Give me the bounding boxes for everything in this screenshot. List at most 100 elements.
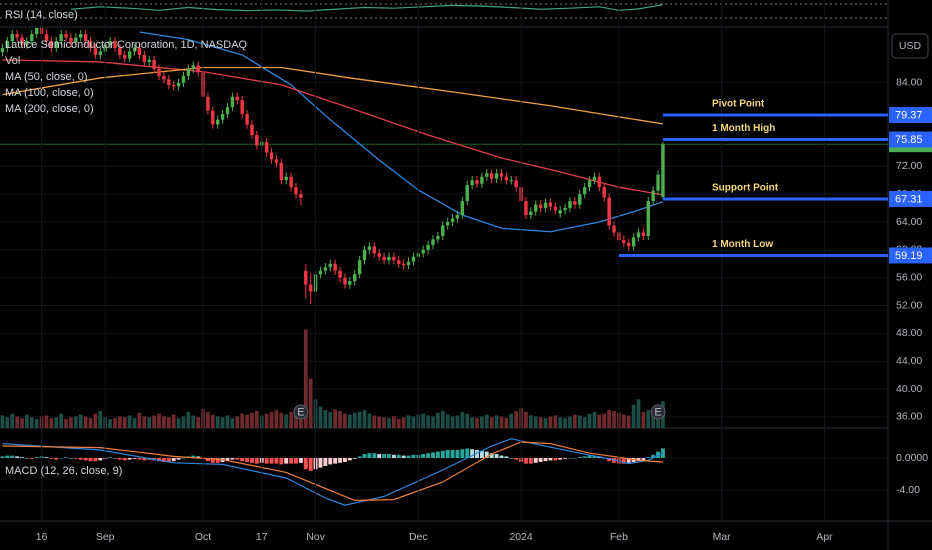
volume-bar	[372, 415, 377, 428]
volume-bar	[499, 416, 504, 428]
volume-bar	[543, 418, 548, 428]
level-label: Support Point	[712, 183, 779, 194]
volume-bar	[401, 417, 406, 428]
volume-bar	[352, 412, 357, 428]
volume-bar	[166, 417, 171, 428]
volume-bar	[450, 416, 455, 428]
candle-body	[602, 187, 606, 198]
volume-bar	[646, 410, 651, 428]
macd-histogram-bar	[646, 457, 651, 458]
volume-bar	[122, 417, 127, 428]
volume-legend: Vol	[5, 55, 20, 67]
candle-body	[343, 277, 347, 285]
macd-histogram-bar	[157, 458, 161, 462]
macd-histogram-bar	[289, 458, 294, 464]
macd-histogram-bar	[93, 458, 98, 462]
candle-body	[274, 159, 279, 163]
candle-body	[34, 28, 39, 35]
volume-bar	[426, 415, 430, 428]
candle-body	[426, 244, 430, 250]
x-tick-label: Sep	[96, 531, 115, 543]
macd-histogram-bar	[484, 451, 489, 458]
macd-histogram-bar	[421, 454, 426, 458]
candle-body	[382, 256, 386, 261]
earnings-label: E	[654, 406, 661, 418]
price-tag-label: 67.31	[895, 193, 923, 205]
volume-bar	[636, 399, 641, 428]
candle-body	[88, 41, 93, 49]
candle-body	[15, 34, 19, 38]
candle-body	[196, 65, 200, 73]
candle-body	[441, 225, 445, 236]
volume-bar	[73, 416, 78, 428]
candle-body	[387, 256, 391, 261]
candle-body	[421, 249, 425, 254]
x-tick-label: 2024	[509, 531, 533, 543]
level-label: 1 Month High	[712, 123, 775, 134]
currency-button[interactable]	[891, 33, 929, 59]
macd-histogram-bar	[108, 457, 113, 458]
candle-body	[206, 96, 210, 111]
candle-body	[397, 260, 401, 264]
candle-body	[445, 221, 450, 226]
volume-bar	[147, 417, 152, 428]
volume-bar	[10, 413, 15, 428]
macd-histogram-bar	[352, 458, 357, 459]
rsi-legend: RSI (14, close)	[5, 9, 78, 21]
y-tick-label: 48.00	[896, 327, 922, 339]
macd-histogram-bar	[431, 452, 435, 458]
volume-bar	[78, 414, 83, 428]
macd-histogram-bar	[509, 458, 514, 459]
candle-body	[587, 180, 592, 188]
volume-bar	[548, 416, 553, 428]
macd-histogram-bar	[475, 450, 479, 458]
ma-legend: MA (100, close, 0)	[5, 87, 94, 99]
candle-body	[10, 34, 14, 42]
candle-body	[328, 263, 332, 268]
macd-histogram-bar	[318, 458, 323, 468]
macd-histogram-bar	[235, 458, 240, 460]
volume-bar	[489, 417, 494, 428]
macd-histogram-bar	[215, 458, 220, 463]
candle-body	[622, 240, 626, 243]
macd-histogram-bar	[205, 458, 210, 462]
y-tick-label: 52.00	[896, 299, 922, 311]
candle-body	[333, 263, 337, 271]
volume-bar	[357, 411, 362, 428]
volume-bar	[318, 406, 323, 428]
macd-histogram-bar	[181, 458, 186, 459]
macd-histogram-bar	[582, 456, 587, 458]
volume-bar	[568, 416, 572, 428]
candle-body	[250, 124, 254, 136]
candle-body	[406, 261, 411, 266]
candle-body	[656, 174, 660, 191]
volume-bar	[64, 419, 68, 428]
candle-body	[25, 41, 29, 45]
candle-body	[235, 96, 240, 101]
macd-histogram-bar	[533, 458, 538, 463]
macd-histogram-bar	[572, 458, 577, 459]
volume-bar	[533, 416, 538, 428]
candle-body	[162, 75, 166, 80]
macd-tick-label: -4.00	[896, 484, 920, 496]
volume-bar	[382, 417, 386, 428]
volume-bar	[206, 411, 210, 428]
candle-body	[641, 232, 646, 236]
price-tag-label: 59.19	[895, 250, 923, 262]
macd-histogram-bar	[5, 455, 10, 458]
volume-bar	[54, 417, 59, 428]
candle-body	[485, 173, 489, 177]
macd-histogram-bar	[230, 458, 235, 460]
macd-histogram-bar	[250, 458, 254, 463]
volume-bar	[612, 410, 616, 428]
macd-histogram-bar	[391, 454, 396, 458]
candle-body	[494, 173, 499, 179]
volume-bar	[494, 415, 499, 428]
volume-bar	[186, 411, 191, 428]
macd-histogram-bar	[621, 458, 626, 464]
macd-histogram-bar	[240, 458, 245, 462]
volume-bar	[215, 416, 220, 428]
macd-histogram-bar	[445, 450, 450, 458]
macd-histogram-bar	[568, 458, 572, 459]
macd-histogram-bar	[455, 450, 460, 458]
